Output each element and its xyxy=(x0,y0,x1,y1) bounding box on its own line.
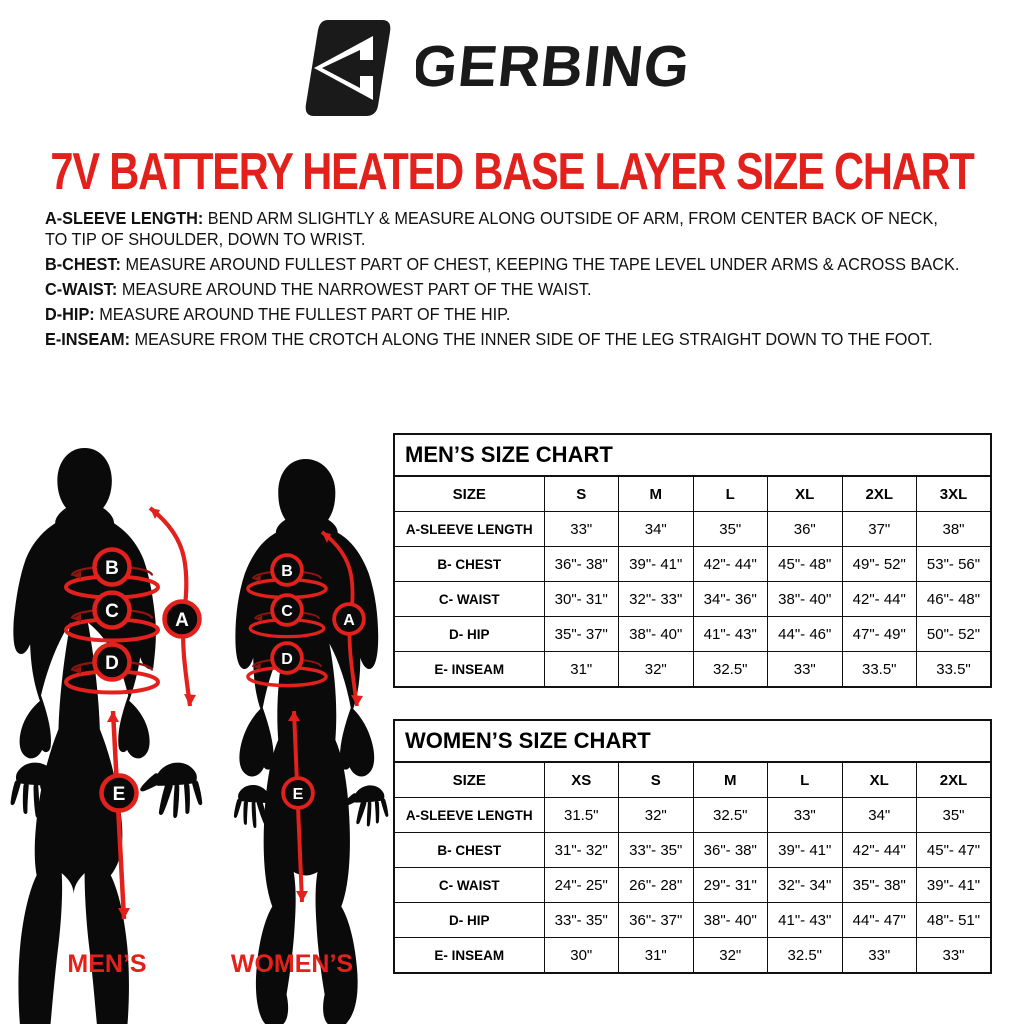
svg-text:B: B xyxy=(281,563,293,580)
svg-text:WOMEN’S: WOMEN’S xyxy=(231,950,353,978)
svg-text:C: C xyxy=(281,603,293,620)
svg-text:E: E xyxy=(293,786,304,803)
svg-text:A: A xyxy=(175,610,189,631)
svg-text:B: B xyxy=(105,558,119,579)
svg-text:C: C xyxy=(105,601,119,622)
svg-text:D: D xyxy=(281,651,293,668)
svg-text:D: D xyxy=(105,653,119,674)
svg-text:A: A xyxy=(343,612,355,629)
svg-text:MEN’S: MEN’S xyxy=(67,950,146,978)
svg-text:E: E xyxy=(113,784,126,805)
